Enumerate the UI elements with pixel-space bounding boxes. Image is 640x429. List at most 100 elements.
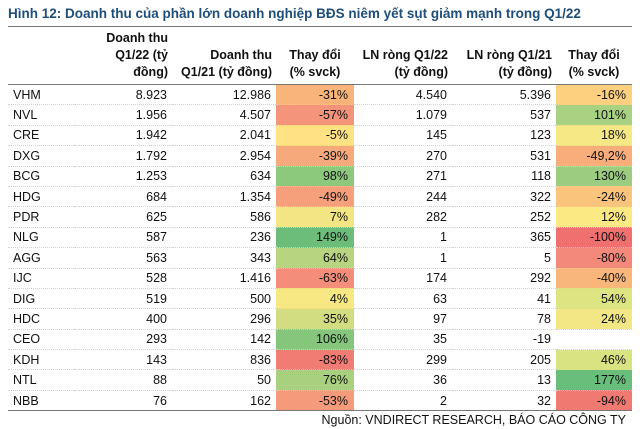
figure-title: Hình 12: Doanh thu của phần lớn doanh ng… <box>8 6 581 21</box>
cell-rev-change: -53% <box>276 390 354 412</box>
cell-rev-q121: 236 <box>172 227 276 249</box>
header-rev-q121-line1: Doanh thu <box>210 48 272 62</box>
cell-rev-q121: 836 <box>172 349 276 371</box>
cell-np-q121: 365 <box>452 227 556 249</box>
cell-np-q122: 270 <box>354 145 452 167</box>
table-row: VHM 8.923 12.986 -31% 4.540 5.396 -16% <box>8 84 632 106</box>
header-rev-change-line1: Thay đổi <box>289 48 341 62</box>
cell-rev-change: -57% <box>276 104 354 126</box>
cell-ticker: NTL <box>8 369 74 391</box>
cell-np-q122: 174 <box>354 268 452 289</box>
cell-np-change: 177% <box>556 369 632 391</box>
header-rev-q121-line2: Q1/21 (tỷ đồng) <box>181 65 272 79</box>
table-row: IJC 528 1.416 -63% 174 292 -40% <box>8 268 632 289</box>
cell-np-q122: 271 <box>354 166 452 187</box>
cell-ticker: CEO <box>8 329 74 351</box>
cell-np-q122: 1 <box>354 247 452 269</box>
table-row: BCG 1.253 634 98% 271 118 130% <box>8 166 632 187</box>
cell-rev-q121: 1.354 <box>172 186 276 208</box>
cell-ticker: NLG <box>8 227 74 249</box>
cell-ticker: PDR <box>8 206 74 228</box>
cell-np-change: 46% <box>556 349 632 371</box>
header-rev-q121: Doanh thu Q1/21 (tỷ đồng) <box>172 27 276 85</box>
header-np-change-line2: (% svck) <box>568 65 620 79</box>
revenue-table: Doanh thu Q1/22 (tỷ đồng) Doanh thu Q1/21 … <box>8 27 632 412</box>
cell-np-q122: 36 <box>354 369 452 391</box>
cell-np-change: 24% <box>556 308 632 330</box>
table-row: NTL 88 50 76% 36 13 177% <box>8 369 632 391</box>
cell-np-q121: 537 <box>452 104 556 126</box>
cell-np-q121: 252 <box>452 206 556 228</box>
table-row: PDR 625 586 7% 282 252 12% <box>8 206 632 228</box>
cell-ticker: HDC <box>8 308 74 330</box>
table-row: KDH 143 836 -83% 299 205 46% <box>8 349 632 371</box>
cell-np-change: 18% <box>556 125 632 147</box>
cell-rev-q121: 343 <box>172 247 276 269</box>
cell-np-change: -49,2% <box>556 145 632 167</box>
header-rev-q122-line2: Q1/22 (tỷ đồng) <box>115 48 168 79</box>
cell-np-change: -16% <box>556 84 632 106</box>
top-rule <box>8 26 632 27</box>
figure: Hình 12: Doanh thu của phần lớn doanh ng… <box>8 6 632 427</box>
cell-rev-q121: 2.041 <box>172 125 276 147</box>
table-row: AGG 563 343 64% 1 5 -80% <box>8 247 632 269</box>
cell-np-change <box>556 329 632 351</box>
cell-rev-q121: 50 <box>172 369 276 391</box>
cell-rev-q121: 500 <box>172 288 276 310</box>
cell-np-q121: 123 <box>452 125 556 147</box>
cell-np-q121: 41 <box>452 288 556 310</box>
cell-ticker: BCG <box>8 166 74 187</box>
cell-rev-q122: 76 <box>74 390 172 412</box>
header-np-q121: LN ròng Q1/21 (tỷ đồng) <box>452 27 556 85</box>
cell-np-change: 54% <box>556 288 632 310</box>
cell-np-change: -94% <box>556 390 632 412</box>
table-row: HDC 400 296 35% 97 78 24% <box>8 308 632 330</box>
cell-rev-q122: 1.956 <box>74 104 172 126</box>
cell-np-q122: 1.079 <box>354 104 452 126</box>
cell-np-q121: 78 <box>452 308 556 330</box>
cell-rev-change: 64% <box>276 247 354 269</box>
cell-rev-q121: 4.507 <box>172 104 276 126</box>
cell-rev-q121: 12.986 <box>172 84 276 106</box>
cell-np-q121: 531 <box>452 145 556 167</box>
cell-rev-change: 76% <box>276 369 354 391</box>
table-row: CEO 293 142 106% 35 -19 <box>8 329 632 351</box>
cell-rev-q122: 1.253 <box>74 166 172 187</box>
header-np-q121-line1: LN ròng Q1/21 <box>466 48 552 62</box>
cell-rev-change: -5% <box>276 125 354 147</box>
cell-rev-change: 4% <box>276 288 354 310</box>
cell-np-change: 101% <box>556 104 632 126</box>
cell-np-q122: 35 <box>354 329 452 351</box>
cell-rev-change: -49% <box>276 186 354 208</box>
cell-np-q121: 205 <box>452 349 556 371</box>
cell-rev-q122: 88 <box>74 369 172 391</box>
cell-rev-change: -63% <box>276 268 354 289</box>
cell-np-change: 130% <box>556 166 632 187</box>
cell-rev-q121: 296 <box>172 308 276 330</box>
cell-np-q121: 13 <box>452 369 556 391</box>
cell-np-q122: 2 <box>354 390 452 412</box>
cell-np-change: 12% <box>556 206 632 228</box>
cell-np-q121: 118 <box>452 166 556 187</box>
header-np-q122: LN ròng Q1/22 (tỷ đồng) <box>354 27 452 85</box>
header-np-change-line1: Thay đổi <box>568 48 620 62</box>
cell-ticker: NVL <box>8 104 74 126</box>
table-row: DXG 1.792 2.954 -39% 270 531 -49,2% <box>8 145 632 167</box>
cell-rev-q121: 634 <box>172 166 276 187</box>
header-np-q121-line2: (tỷ đồng) <box>498 65 552 79</box>
cell-np-q121: 32 <box>452 390 556 412</box>
cell-np-q122: 244 <box>354 186 452 208</box>
cell-rev-q122: 625 <box>74 206 172 228</box>
cell-ticker: VHM <box>8 84 74 106</box>
cell-np-q122: 1 <box>354 227 452 249</box>
header-np-q122-line2: (tỷ đồng) <box>394 65 448 79</box>
table-header-row: Doanh thu Q1/22 (tỷ đồng) Doanh thu Q1/21 … <box>8 27 632 85</box>
table-row: NLG 587 236 149% 1 365 -100% <box>8 227 632 249</box>
cell-rev-change: -83% <box>276 349 354 371</box>
cell-np-q122: 63 <box>354 288 452 310</box>
header-np-change: Thay đổi (% svck) <box>556 27 632 85</box>
cell-np-q122: 299 <box>354 349 452 371</box>
table-row: HDG 684 1.354 -49% 244 322 -24% <box>8 186 632 208</box>
cell-ticker: IJC <box>8 268 74 289</box>
cell-rev-q121: 586 <box>172 206 276 228</box>
